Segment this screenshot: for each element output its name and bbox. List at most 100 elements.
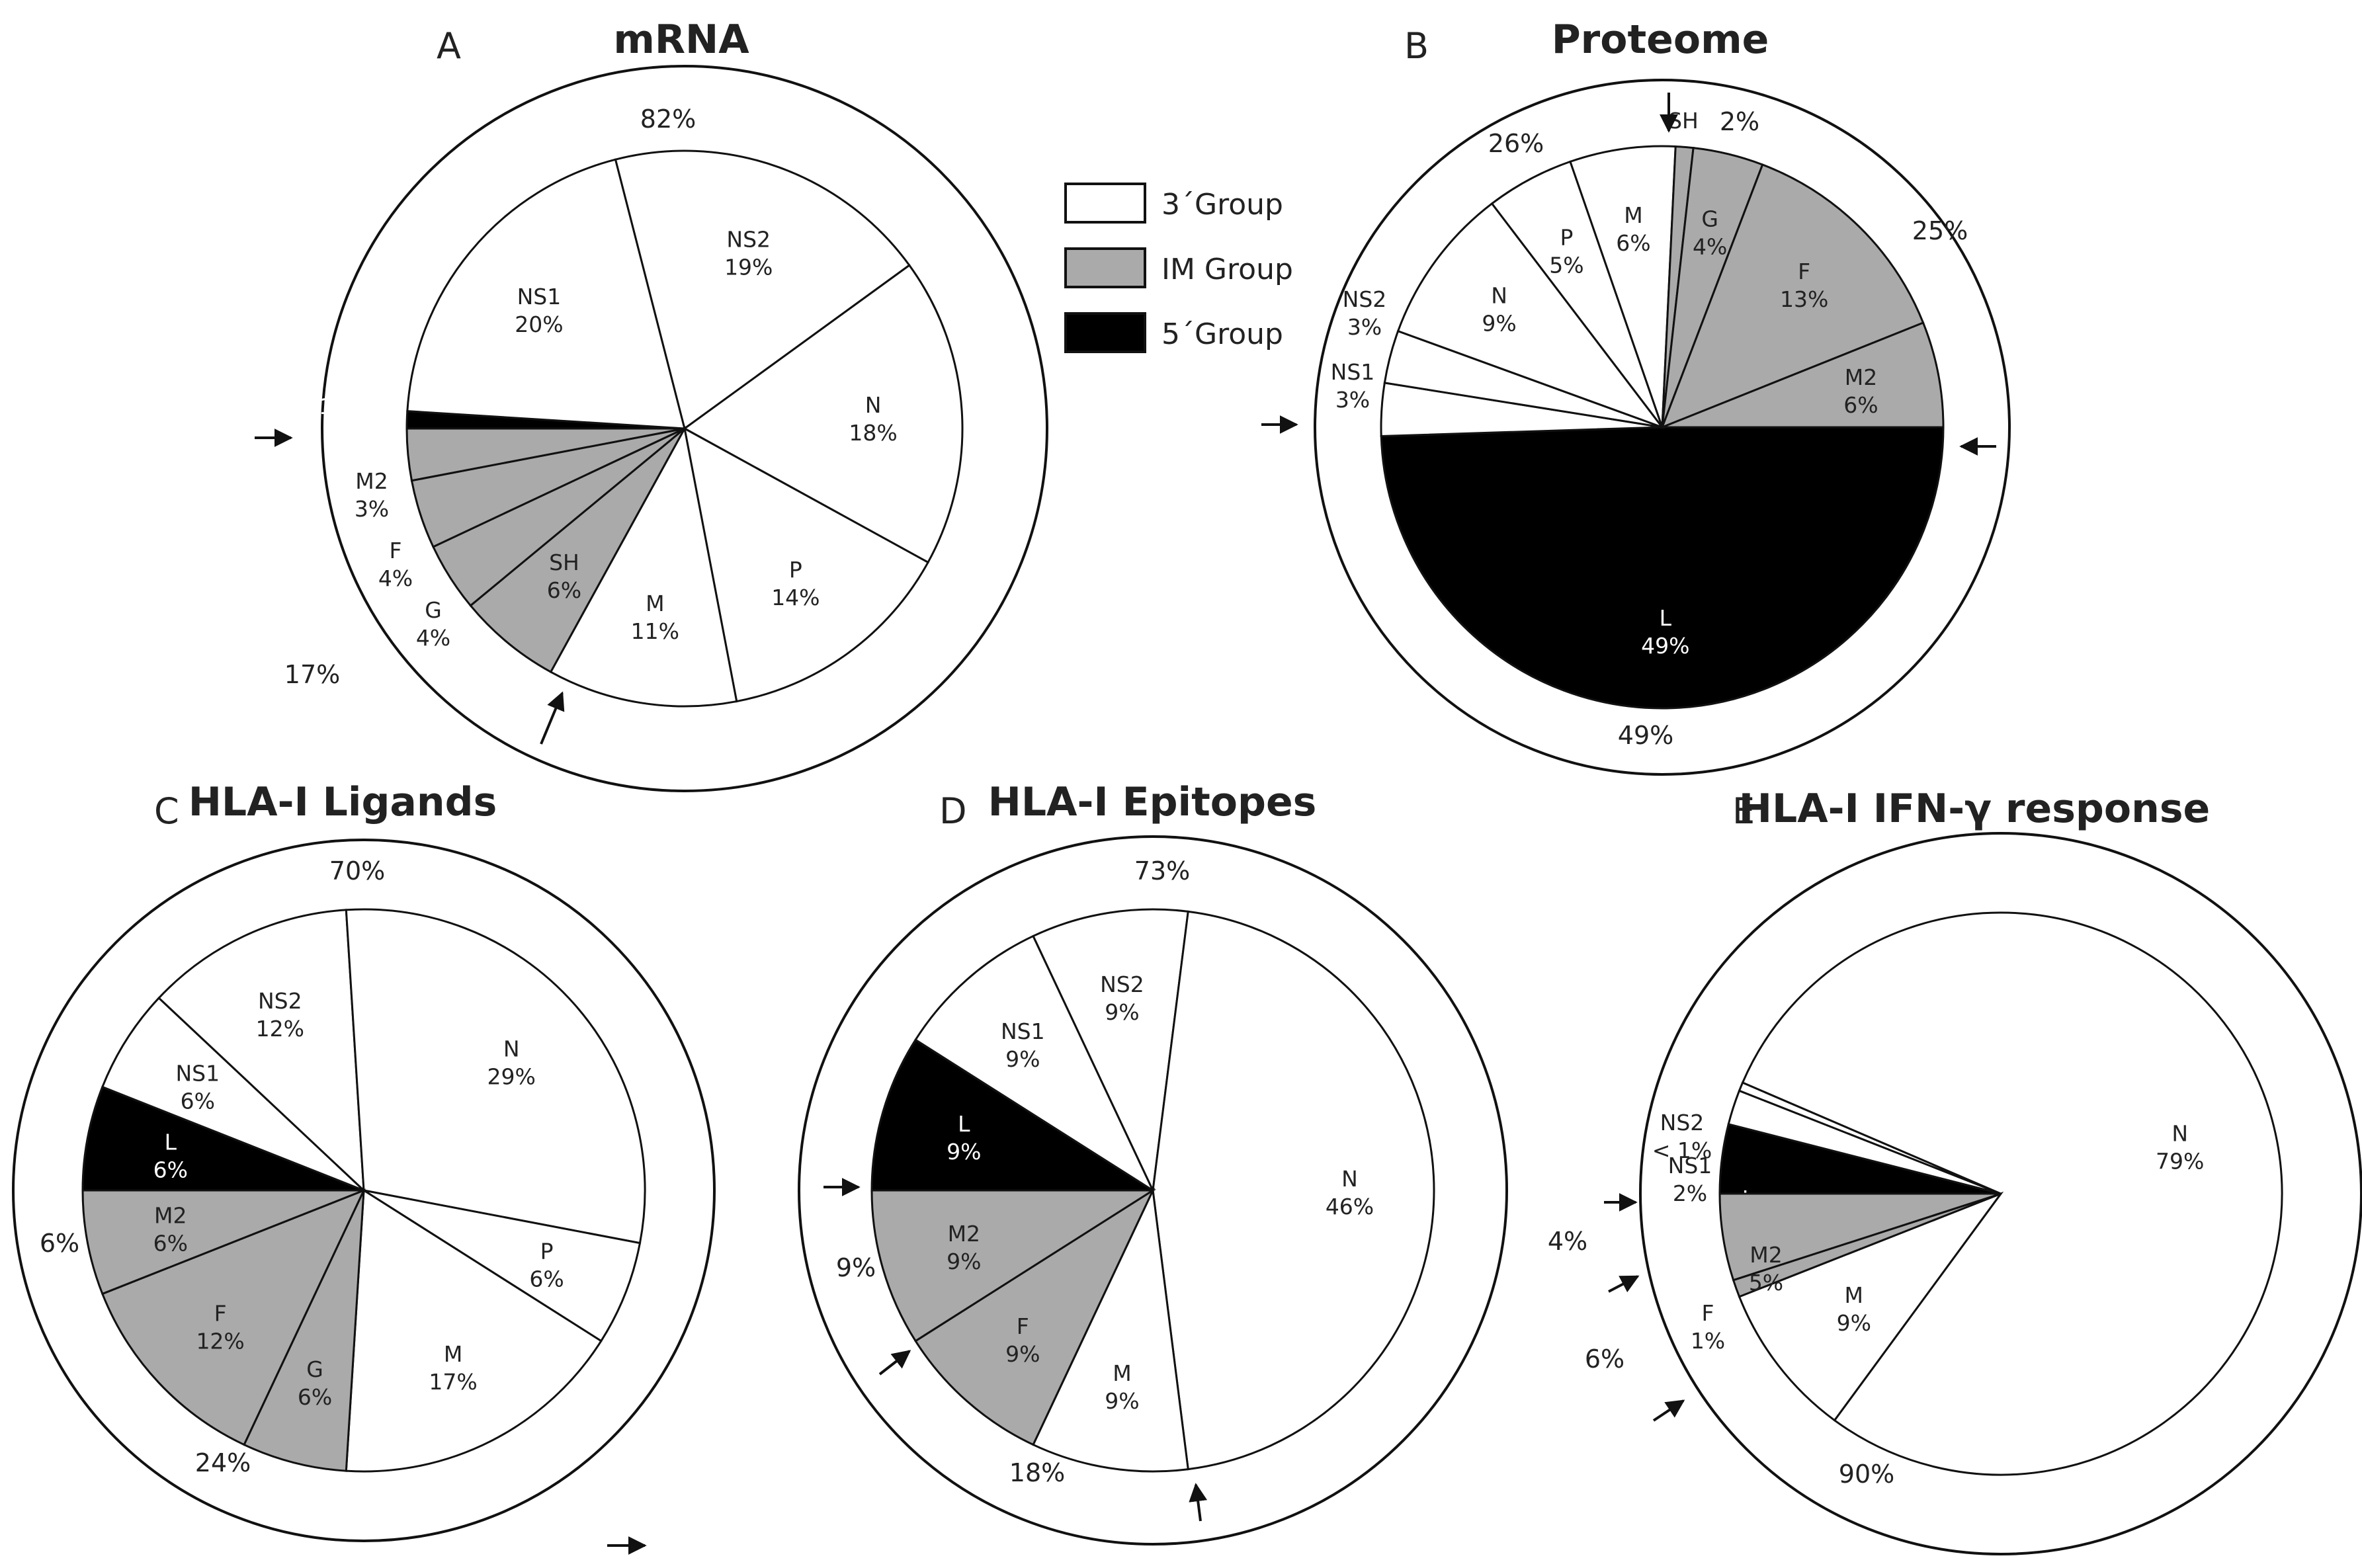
slice-name-ns1: NS1 [1001, 1018, 1045, 1044]
pie-slice-n [1396, 202, 1666, 430]
pie-slice-l [870, 1038, 1157, 1192]
group-total-b-3prime: 26% [1488, 129, 1544, 158]
legend-label-im: IM Group [1161, 253, 1293, 286]
slice-value-f: 1% [1691, 1328, 1725, 1354]
slice-value-ns1: 3% [1335, 387, 1370, 413]
pie-slice-p [363, 1189, 642, 1342]
group-total-c-3prime: 70% [329, 856, 385, 886]
pie-slice-ns1 [101, 996, 365, 1192]
slice-name-l: L [330, 366, 343, 392]
slice-value-ns2: 9% [1105, 999, 1139, 1025]
slice-value-m2: 9% [947, 1249, 981, 1274]
slice-name-m2: M2 [355, 468, 388, 494]
panel-letter-e: E [1732, 790, 1755, 832]
slice-name-m: M [1113, 1360, 1131, 1386]
slice-name-f: F [390, 538, 402, 563]
legend: 3´Group IM Group 5´Group [1064, 183, 1293, 353]
slice-name-ns2: NS2 [1100, 971, 1144, 997]
slice-value-m: 11% [631, 618, 679, 644]
group-total-a-im: 17% [284, 660, 340, 689]
slice-value-n: 18% [849, 420, 897, 446]
slice-name-p: P [1560, 224, 1574, 250]
slice-value-ns1: 2% [1673, 1180, 1707, 1206]
slice-value-sh: 6% [547, 577, 581, 603]
pie-slice-n [345, 908, 646, 1245]
slice-name-f: F [1702, 1300, 1714, 1326]
pie-slice-p [683, 427, 930, 703]
slice-name-m2: M2 [948, 1221, 980, 1247]
pie-slice-n [683, 264, 964, 564]
slice-value-f: 13% [1780, 286, 1828, 312]
slice-value-f: 4% [378, 565, 413, 591]
slice-value-g: 6% [298, 1384, 332, 1410]
slice-name-ns1: NS1 [1668, 1153, 1712, 1178]
slice-name-ns1: NS1 [1331, 359, 1375, 385]
slice-name-g: G [306, 1356, 323, 1382]
pie-chart-mrna: L1%NS120%NS219%N18%P14%M11%SH6%G4%F4%M23… [319, 65, 1048, 792]
slice-name-m: M [1624, 202, 1642, 228]
legend-swatch-5prime [1064, 312, 1146, 353]
slice-value-p: 6% [529, 1266, 564, 1292]
panel-title-e: HLA-I IFN-γ response [1739, 786, 2210, 832]
slice-value-f: 9% [1005, 1341, 1040, 1367]
panel-title-c: HLA-I Ligands [189, 779, 497, 825]
group-total-b-sh: 2% [1720, 107, 1759, 136]
slice-value-ns1: 20% [515, 311, 563, 337]
slice-value-l: 49% [1641, 633, 1689, 659]
legend-label-3prime: 3´Group [1161, 188, 1283, 222]
pie-slice-f [1660, 163, 1925, 429]
slice-name-n: N [503, 1036, 520, 1061]
slice-name-f: F [1798, 259, 1810, 284]
arrow-e-2 [1608, 1275, 1640, 1293]
pie-slice-sh [469, 427, 686, 674]
panel-letter-a: A [437, 25, 461, 67]
slice-value-g: 4% [416, 625, 450, 651]
slice-value-m2: 3% [355, 496, 389, 522]
panel-title-b: Proteome [1552, 17, 1769, 63]
slice-name-sh: SH [1668, 108, 1699, 134]
legend-swatch-3prime [1064, 183, 1146, 224]
outer-ring [798, 835, 1508, 1546]
slice-value-l: 1% [319, 393, 353, 419]
pie-slice-m [1032, 1186, 1189, 1473]
slice-name-n: N [1491, 283, 1507, 309]
group-total-b-im: 25% [1912, 216, 1968, 245]
slice-value-n: 79% [2156, 1148, 2204, 1174]
slice-value-p: 5% [1549, 252, 1583, 278]
slice-name-ns2: NS2 [1660, 1110, 1705, 1135]
slice-value-m: 9% [1105, 1388, 1139, 1414]
group-total-c-5prime: 6% [40, 1229, 79, 1258]
arrow-d-bottom [1189, 1483, 1208, 1522]
slice-name-l: L [1660, 605, 1672, 631]
slice-name-ns1: NS1 [517, 284, 562, 309]
pie-slice-ns1 [406, 158, 686, 430]
slice-name-ns2: NS2 [1343, 286, 1387, 312]
slice-name-p: P [789, 557, 802, 583]
pie-slice-f [914, 1187, 1156, 1446]
slice-value-n: 9% [1482, 311, 1516, 337]
pie-slice-ns1 [914, 934, 1156, 1194]
slice-value-m2: 5% [1749, 1270, 1783, 1296]
pie-slice-m2 [870, 1189, 1157, 1342]
arrow-e-3 [1652, 1399, 1685, 1422]
pie-slice-m2 [1662, 321, 1945, 429]
arrow-a-bottom [540, 691, 565, 745]
slice-name-ns1: NS1 [175, 1061, 220, 1087]
slice-value-m: 6% [1616, 230, 1650, 256]
group-total-e-5prime: 4% [1548, 1227, 1587, 1256]
slice-value-p: 14% [771, 585, 820, 610]
pie-slice-n [1152, 910, 1435, 1471]
slice-value-ns2: 12% [256, 1016, 304, 1042]
group-total-c-im: 24% [195, 1448, 251, 1477]
panel-title-d: HLA-I Epitopes [988, 779, 1317, 825]
panel-title-a: mRNA [613, 17, 749, 63]
legend-swatch-im [1064, 247, 1146, 288]
group-total-a-3prime: 82% [640, 104, 696, 134]
slice-value-m2: 6% [153, 1231, 188, 1257]
slice-name-m: M [646, 591, 664, 616]
